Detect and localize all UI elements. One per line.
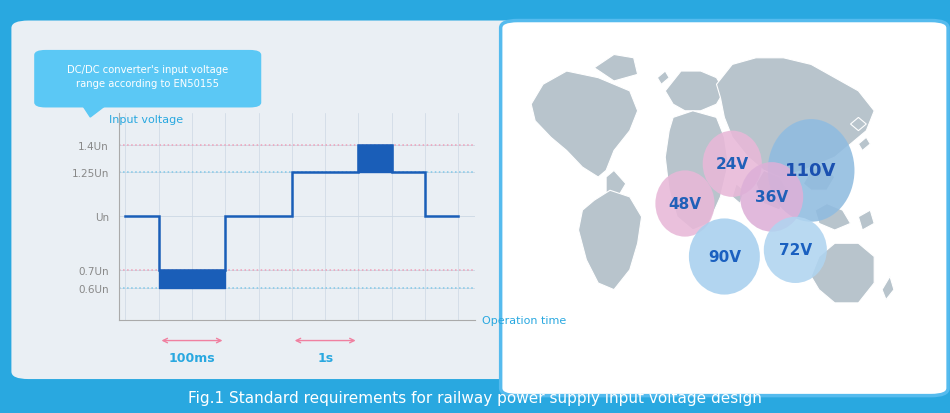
Text: 100ms: 100ms bbox=[169, 351, 216, 364]
Polygon shape bbox=[531, 72, 637, 178]
Text: 72V: 72V bbox=[779, 243, 812, 258]
Polygon shape bbox=[756, 171, 788, 211]
Ellipse shape bbox=[740, 163, 803, 232]
Text: 110V: 110V bbox=[786, 162, 837, 180]
Polygon shape bbox=[815, 204, 850, 230]
Text: 1s: 1s bbox=[317, 351, 333, 364]
Polygon shape bbox=[657, 72, 669, 85]
Polygon shape bbox=[81, 103, 109, 118]
FancyBboxPatch shape bbox=[34, 51, 261, 108]
Polygon shape bbox=[595, 55, 637, 82]
FancyBboxPatch shape bbox=[501, 21, 948, 396]
Text: Operation time: Operation time bbox=[482, 315, 566, 325]
Ellipse shape bbox=[703, 131, 762, 197]
Text: Input voltage: Input voltage bbox=[108, 114, 183, 124]
Polygon shape bbox=[716, 59, 874, 178]
FancyBboxPatch shape bbox=[11, 21, 525, 379]
Ellipse shape bbox=[689, 219, 760, 295]
Polygon shape bbox=[882, 277, 894, 300]
Polygon shape bbox=[665, 112, 729, 230]
Polygon shape bbox=[606, 171, 626, 197]
Ellipse shape bbox=[764, 217, 826, 283]
Polygon shape bbox=[811, 244, 874, 303]
Text: DC/DC converter's input voltage
range according to EN50155: DC/DC converter's input voltage range ac… bbox=[66, 65, 228, 89]
Polygon shape bbox=[850, 118, 866, 131]
Polygon shape bbox=[859, 211, 874, 230]
Text: 48V: 48V bbox=[669, 197, 701, 211]
Polygon shape bbox=[732, 184, 744, 204]
Text: Fig.1 Standard requirements for railway power supply input voltage design: Fig.1 Standard requirements for railway … bbox=[188, 390, 762, 405]
Ellipse shape bbox=[656, 171, 714, 237]
Polygon shape bbox=[859, 138, 870, 151]
Polygon shape bbox=[665, 72, 724, 112]
Polygon shape bbox=[803, 164, 835, 191]
Polygon shape bbox=[579, 191, 641, 290]
Text: 24V: 24V bbox=[715, 157, 749, 172]
Text: 90V: 90V bbox=[708, 249, 741, 264]
Text: 36V: 36V bbox=[755, 190, 788, 205]
Ellipse shape bbox=[768, 120, 854, 222]
